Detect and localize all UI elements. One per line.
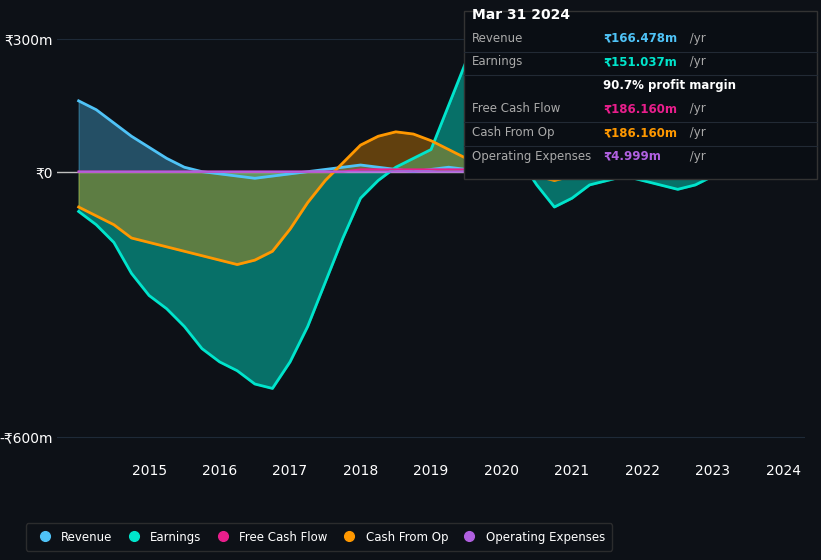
Text: Earnings: Earnings	[472, 55, 524, 68]
Text: /yr: /yr	[686, 102, 705, 115]
Text: Operating Expenses: Operating Expenses	[472, 150, 591, 162]
Text: 90.7% profit margin: 90.7% profit margin	[603, 79, 736, 92]
Text: /yr: /yr	[686, 126, 705, 139]
Text: /yr: /yr	[686, 150, 705, 162]
Text: Free Cash Flow: Free Cash Flow	[472, 102, 561, 115]
Text: ₹4.999m: ₹4.999m	[603, 150, 661, 162]
Text: ₹186.160m: ₹186.160m	[603, 102, 677, 115]
Text: ₹186.160m: ₹186.160m	[603, 126, 677, 139]
Legend: Revenue, Earnings, Free Cash Flow, Cash From Op, Operating Expenses: Revenue, Earnings, Free Cash Flow, Cash …	[25, 524, 612, 550]
Text: Mar 31 2024: Mar 31 2024	[472, 8, 571, 22]
Text: ₹166.478m: ₹166.478m	[603, 32, 677, 45]
Text: ₹151.037m: ₹151.037m	[603, 55, 677, 68]
Text: /yr: /yr	[686, 32, 705, 45]
Text: Revenue: Revenue	[472, 32, 524, 45]
Text: Cash From Op: Cash From Op	[472, 126, 554, 139]
Text: /yr: /yr	[686, 55, 705, 68]
